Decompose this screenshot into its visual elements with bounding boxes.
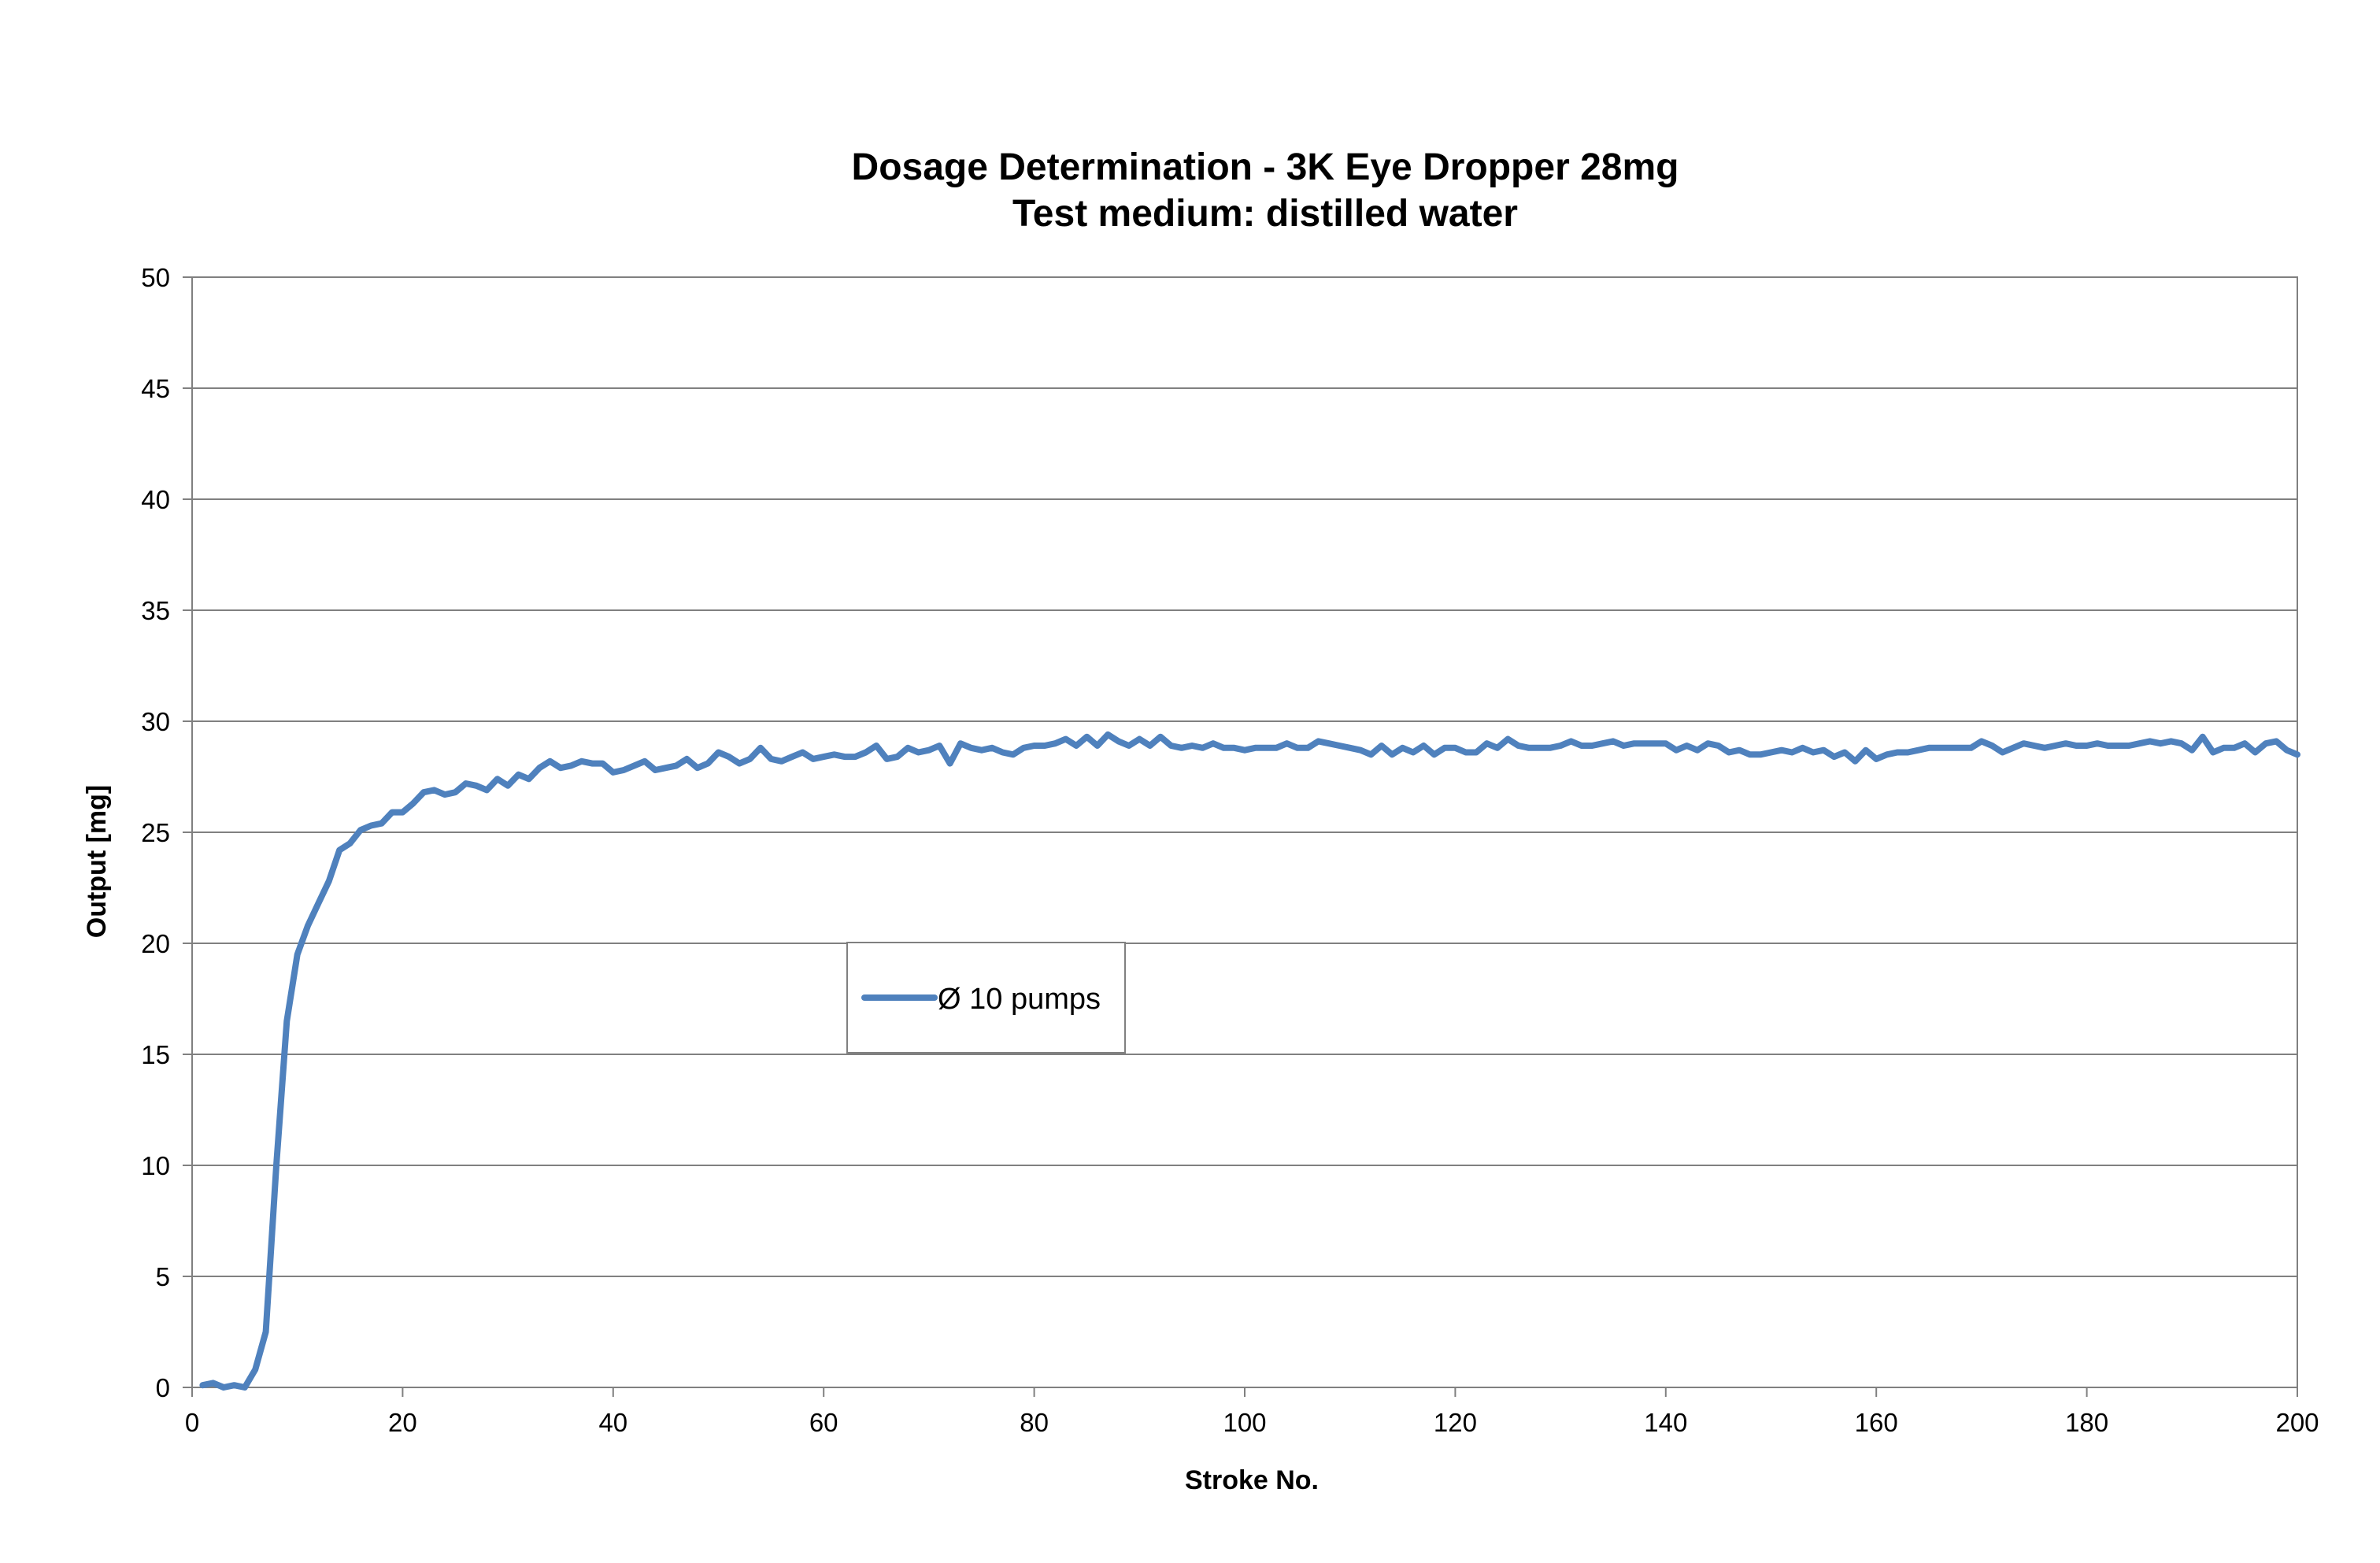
y-tick-label: 0: [156, 1373, 170, 1402]
series-lines: [199, 731, 2300, 1391]
x-tick-label: 80: [1020, 1408, 1049, 1437]
x-axis-title: Stroke No.: [1185, 1465, 1319, 1495]
x-tick-label: 180: [2065, 1408, 2108, 1437]
chart-subtitle: Test medium: distilled water: [1012, 193, 1518, 235]
y-tick-label: 40: [141, 485, 170, 514]
y-tick-label: 15: [141, 1040, 170, 1069]
x-tick-label: 60: [809, 1408, 838, 1437]
axes: [183, 276, 2298, 1397]
grid-lines: [192, 276, 2297, 1277]
y-tick-label: 10: [141, 1151, 170, 1180]
y-tick-label: 35: [141, 596, 170, 625]
x-tick-label: 100: [1223, 1408, 1266, 1437]
y-tick-labels: 0 5 10 15 20 25 30 35 40 45 50: [141, 263, 170, 1402]
x-tick-label: 0: [185, 1408, 199, 1437]
legend-label: Ø 10 pumps: [938, 983, 1101, 1016]
x-tick-label: 20: [388, 1408, 417, 1437]
y-tick-label: 5: [156, 1262, 170, 1291]
x-tick-label: 120: [1434, 1408, 1477, 1437]
x-tick-labels: 0 20 40 60 80 100 120 140 160 180 200: [185, 1408, 2319, 1437]
legend: Ø 10 pumps: [846, 942, 1126, 1054]
y-tick-label: 20: [141, 929, 170, 958]
y-axis-title: Output [mg]: [82, 785, 112, 939]
x-tick-label: 160: [1855, 1408, 1898, 1437]
x-tick-label: 200: [2275, 1408, 2319, 1437]
series-line-0: [199, 731, 2300, 1391]
x-tick-label: 140: [1644, 1408, 1687, 1437]
y-tick-label: 45: [141, 374, 170, 403]
x-tick-label: 40: [598, 1408, 627, 1437]
y-tick-label: 25: [141, 818, 170, 847]
chart-title: Dosage Determination - 3K Eye Dropper 28…: [852, 146, 1679, 188]
y-tick-label: 30: [141, 707, 170, 736]
y-tick-label: 50: [141, 263, 170, 292]
